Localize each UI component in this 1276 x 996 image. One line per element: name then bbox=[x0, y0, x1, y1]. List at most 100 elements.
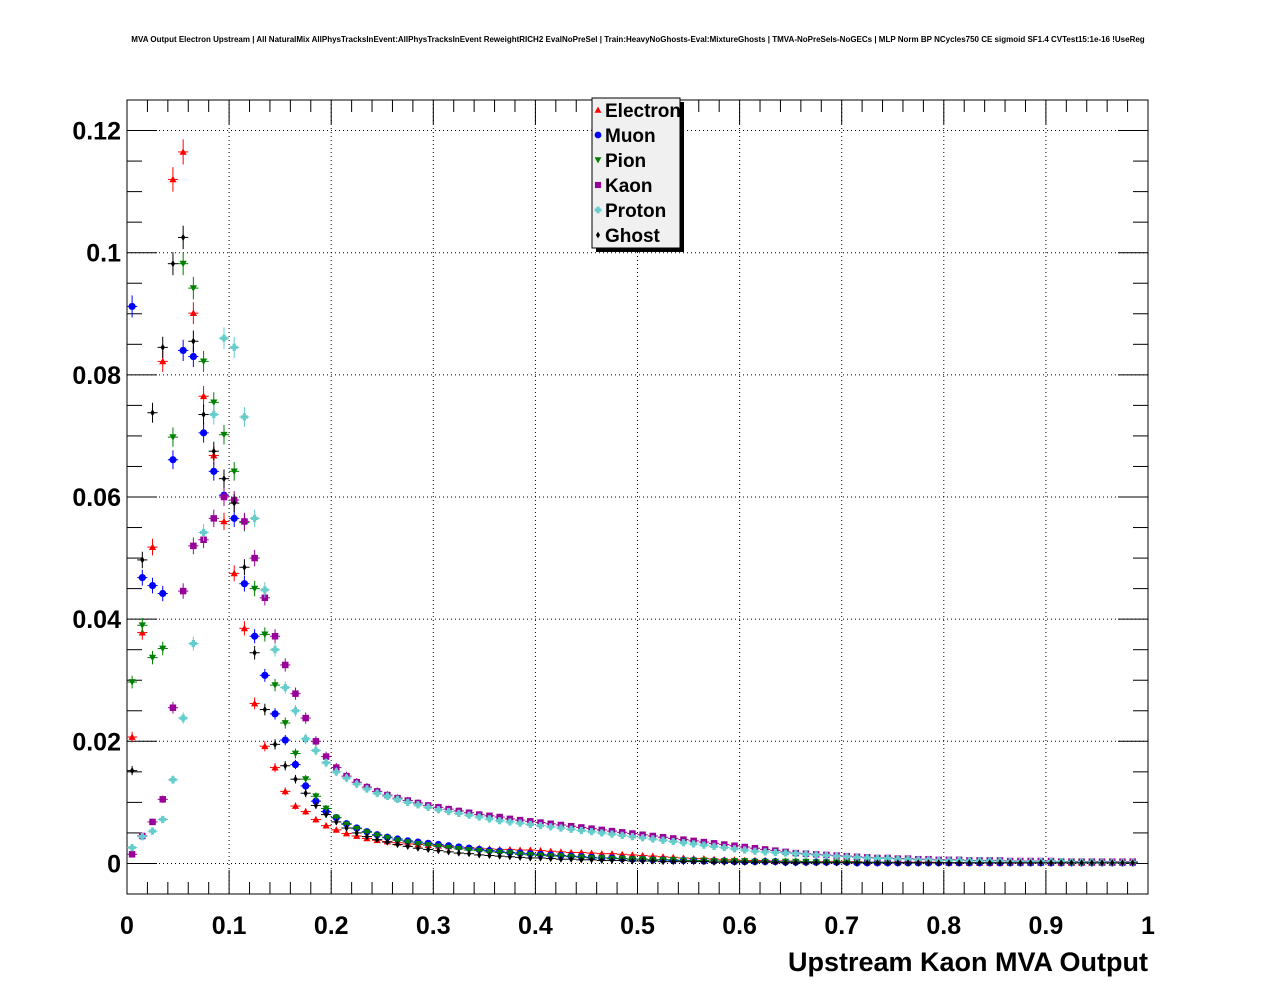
data-point-proton bbox=[169, 776, 177, 784]
data-point-ghost bbox=[497, 852, 502, 860]
data-point-proton bbox=[884, 854, 892, 863]
data-point-proton bbox=[567, 825, 575, 833]
data-point-ghost bbox=[762, 858, 768, 866]
data-point-ghost bbox=[711, 858, 717, 866]
data-point-proton bbox=[373, 789, 381, 797]
data-point-pion bbox=[455, 845, 463, 853]
series-kaon bbox=[127, 488, 1138, 865]
data-point-ghost bbox=[405, 842, 410, 850]
data-point-proton bbox=[792, 850, 800, 858]
data-point-electron bbox=[332, 826, 340, 833]
data-point-ghost bbox=[170, 260, 176, 268]
data-point-proton bbox=[894, 855, 902, 863]
data-point-pion bbox=[159, 645, 167, 653]
data-point-proton bbox=[465, 811, 473, 819]
y-tick-label: 0.02 bbox=[72, 728, 121, 756]
data-point-muon bbox=[189, 352, 197, 361]
data-point-pion bbox=[434, 843, 443, 850]
data-point-electron bbox=[302, 807, 310, 815]
data-point-ghost bbox=[426, 845, 431, 854]
data-point-proton bbox=[587, 828, 596, 836]
x-tick-label: 0.8 bbox=[926, 912, 961, 940]
data-point-ghost bbox=[1099, 859, 1105, 867]
data-point-proton bbox=[516, 819, 524, 827]
data-point-kaon bbox=[251, 554, 258, 562]
data-point-pion bbox=[230, 468, 238, 475]
data-point-muon bbox=[312, 797, 320, 805]
data-point-pion bbox=[475, 847, 483, 855]
data-point-pion bbox=[424, 842, 432, 849]
data-point-ghost bbox=[548, 854, 553, 863]
data-point-proton bbox=[761, 848, 769, 856]
data-point-proton bbox=[271, 646, 279, 654]
data-point-proton bbox=[404, 798, 412, 806]
data-point-ghost bbox=[987, 859, 992, 867]
data-point-ghost bbox=[875, 859, 880, 867]
series-ghost bbox=[127, 225, 1138, 867]
data-point-proton bbox=[230, 343, 238, 351]
data-point-proton bbox=[720, 843, 728, 852]
data-point-muon bbox=[230, 514, 238, 522]
data-point-kaon bbox=[128, 851, 136, 858]
data-point-electron bbox=[291, 802, 300, 809]
data-point-pion bbox=[312, 793, 320, 800]
data-point-ghost bbox=[1120, 859, 1125, 867]
data-point-proton bbox=[148, 827, 157, 835]
data-point-ghost bbox=[568, 855, 574, 863]
x-tick-label: 0.3 bbox=[416, 912, 451, 940]
data-point-proton bbox=[332, 768, 340, 776]
data-point-proton bbox=[251, 514, 259, 522]
data-point-muon bbox=[128, 302, 136, 311]
data-point-ghost bbox=[854, 859, 860, 867]
data-point-ghost bbox=[783, 859, 788, 867]
data-point-pion bbox=[128, 679, 136, 686]
data-point-pion bbox=[363, 829, 371, 836]
data-point-ghost bbox=[803, 859, 809, 867]
data-point-electron bbox=[312, 815, 320, 823]
data-point-ghost bbox=[742, 858, 747, 866]
data-point-muon bbox=[261, 671, 269, 679]
data-point-pion bbox=[189, 285, 197, 292]
x-tick-label: 0.2 bbox=[314, 912, 349, 940]
data-point-ghost bbox=[323, 811, 329, 819]
data-point-ghost bbox=[936, 859, 941, 867]
data-point-ghost bbox=[415, 844, 421, 852]
data-point-proton bbox=[802, 850, 810, 858]
data-point-proton bbox=[741, 846, 749, 854]
data-point-ghost bbox=[1130, 859, 1135, 867]
data-point-proton bbox=[445, 807, 453, 816]
data-point-proton bbox=[843, 853, 851, 861]
data-point-ghost bbox=[579, 856, 584, 864]
data-point-ghost bbox=[385, 838, 390, 846]
data-point-kaon bbox=[282, 661, 289, 669]
data-point-ghost bbox=[824, 859, 829, 867]
data-point-proton bbox=[506, 818, 514, 826]
data-point-proton bbox=[536, 821, 545, 830]
data-point-proton bbox=[189, 639, 197, 648]
data-point-muon bbox=[281, 736, 289, 744]
data-point-ghost bbox=[507, 853, 513, 861]
data-point-muon bbox=[291, 760, 300, 769]
data-point-proton bbox=[455, 809, 463, 817]
data-point-proton bbox=[240, 413, 249, 421]
legend-marker-ghost bbox=[595, 231, 601, 239]
data-point-ghost bbox=[1079, 859, 1084, 867]
legend-entry-pion: Pion bbox=[594, 151, 646, 172]
legend-label-pion: Pion bbox=[605, 151, 646, 172]
data-point-proton bbox=[393, 795, 402, 803]
data-point-ghost bbox=[344, 824, 349, 832]
legend-label-muon: Muon bbox=[605, 126, 656, 147]
data-point-ghost bbox=[180, 233, 186, 242]
data-point-pion bbox=[148, 654, 157, 662]
data-point-ghost bbox=[538, 854, 543, 862]
data-point-pion bbox=[393, 837, 402, 844]
data-point-pion bbox=[404, 839, 412, 846]
legend: Electron Muon Pion Kaon Proton Ghost bbox=[591, 97, 684, 252]
data-point-electron bbox=[240, 624, 249, 632]
data-point-ghost bbox=[517, 853, 523, 861]
data-point-proton bbox=[179, 714, 187, 722]
data-point-proton bbox=[598, 829, 606, 837]
x-tick-label: 0.6 bbox=[722, 912, 757, 940]
data-point-kaon bbox=[169, 704, 177, 711]
